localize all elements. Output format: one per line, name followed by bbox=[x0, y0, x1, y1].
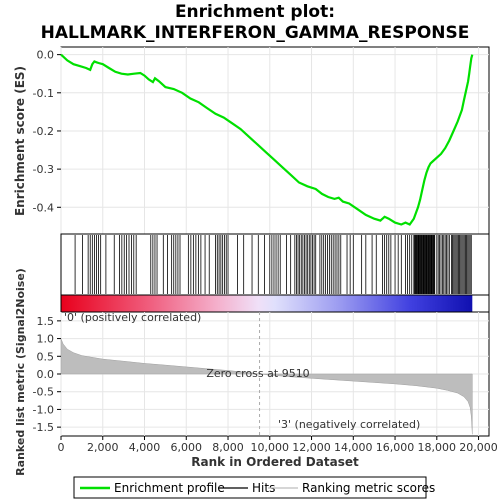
metric-y-tick-label: -0.5 bbox=[33, 386, 54, 399]
x-tick-label: 14,000 bbox=[334, 441, 373, 454]
es-y-tick-label: -0.3 bbox=[33, 163, 54, 176]
metric-y-axis-label: Ranked list metric (Signal2Noise) bbox=[14, 268, 27, 476]
hits-group bbox=[74, 235, 472, 294]
es-panel-frame bbox=[60, 46, 490, 235]
x-tick-label: 8,000 bbox=[212, 441, 244, 454]
x-tick-label: 6,000 bbox=[171, 441, 203, 454]
legend-box bbox=[73, 476, 427, 499]
metric-y-tick-label: -1.5 bbox=[33, 421, 54, 434]
x-tick-label: 20,000 bbox=[459, 441, 498, 454]
positive-correlation-label: '0' (positively correlated) bbox=[64, 311, 201, 324]
es-grid bbox=[60, 47, 489, 234]
es-y-tick-label: 0.0 bbox=[37, 49, 55, 62]
legend: Enrichment profile Hits Ranking metric sco… bbox=[80, 481, 435, 495]
x-tick-label: 0 bbox=[58, 441, 65, 454]
metric-y-tick-label: 0.5 bbox=[37, 350, 55, 363]
legend-entry-label: Ranking metric scores bbox=[302, 481, 435, 495]
zero-cross-label: Zero cross at 9510 bbox=[206, 367, 309, 380]
metric-y-tick-label: 1.5 bbox=[37, 315, 55, 328]
chart-title-line2: HALLMARK_INTERFERON_GAMMA_RESPONSE bbox=[41, 23, 470, 43]
x-axis-label: Rank in Ordered Dataset bbox=[191, 455, 359, 469]
negative-correlation-label: '3' (negatively correlated) bbox=[278, 418, 420, 431]
metric-y-tick-label: 1.0 bbox=[37, 333, 55, 346]
x-tick-label: 2,000 bbox=[87, 441, 119, 454]
es-y-tick-label: -0.4 bbox=[33, 201, 54, 214]
es-y-axis-ticks: 0.0 -0.1 -0.2 -0.3 -0.4 bbox=[33, 49, 61, 214]
es-y-axis-label: Enrichment score (ES) bbox=[13, 66, 27, 216]
es-y-tick-label: -0.1 bbox=[33, 87, 54, 100]
legend-entry-label: Enrichment profile bbox=[114, 481, 225, 495]
metric-y-tick-label: -1.0 bbox=[33, 403, 54, 416]
x-tick-label: 18,000 bbox=[418, 441, 457, 454]
x-axis-ticks: 0 2,000 4,000 6,000 8,000 10,000 12,000 14,000 1… bbox=[58, 436, 498, 454]
legend-entry-label: Hits bbox=[252, 481, 275, 495]
enrichment-profile-line bbox=[60, 53, 474, 226]
metric-y-axis-ticks: 1.5 1.0 0.5 0.0 -0.5 -1.0 -1.5 bbox=[33, 315, 61, 434]
ranked-metric-area bbox=[60, 338, 473, 435]
metric-y-tick-label: 0.0 bbox=[37, 368, 55, 381]
ranking-color-bar bbox=[61, 295, 473, 312]
x-tick-label: 4,000 bbox=[129, 441, 161, 454]
x-tick-label: 10,000 bbox=[251, 441, 290, 454]
x-tick-label: 12,000 bbox=[292, 441, 331, 454]
es-y-tick-label: -0.2 bbox=[33, 125, 54, 138]
chart-title-line1: Enrichment plot: bbox=[175, 2, 335, 22]
x-tick-label: 16,000 bbox=[376, 441, 415, 454]
